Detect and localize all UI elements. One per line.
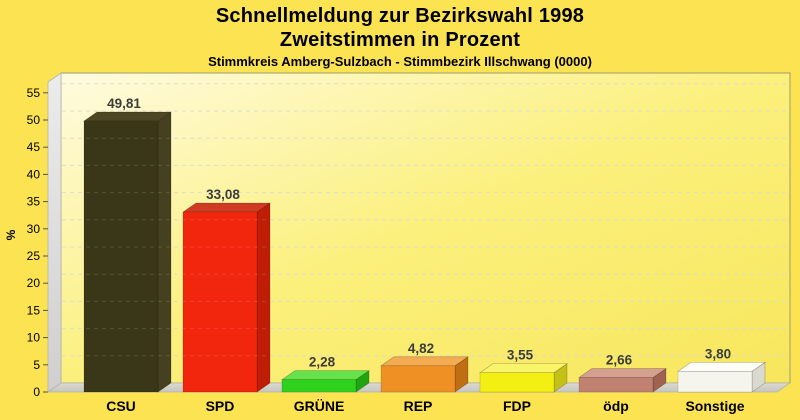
y-tick-label: 35 [27,195,41,209]
y-tick-label: 25 [27,249,41,263]
bar-value-label: 2,66 [606,353,633,368]
category-label: GRÜNE [294,398,345,414]
y-tick-label: 20 [27,276,41,290]
y-tick-label: 10 [27,331,41,345]
y-tick-label: 40 [27,167,41,181]
bar-ödp: 2,66 ödp [577,353,668,414]
bar-value-label: 3,55 [507,348,534,363]
bar-side-face [256,202,271,393]
bar-front-face [578,377,654,393]
category-label: FDP [503,398,531,414]
bar-value-label: 4,82 [408,341,434,356]
bar-value-label: 3,80 [705,346,731,361]
y-tick-label: 30 [27,222,41,236]
bar-value-label: 2,28 [309,355,336,370]
bar-top-face [181,202,272,213]
bar-rep: 4,82 REP [379,341,470,414]
chart-header: Schnellmeldung zur Bezirkswahl 1998 Zwei… [0,4,800,70]
bar-top-face [280,370,371,380]
chart-title-line2: Zweitstimmen in Prozent [279,29,521,51]
chart-title-line1: Schnellmeldung zur Bezirkswahl 1998 [215,5,585,27]
y-tick-label: 15 [27,303,41,317]
bar-top-face [676,361,767,372]
plot-back-wall [60,72,791,384]
bar-front-face [479,372,555,393]
y-tick-label: 50 [27,113,41,127]
bar-top-face [379,356,470,367]
chart-subtitle: Stimmkreis Amberg-Sulzbach - Stimmbezirk… [208,54,592,69]
category-label: CSU [106,398,136,414]
plot-left-wall [47,72,62,393]
category-label: ödp [603,398,629,414]
bar-value-label: 49,81 [107,96,141,111]
bar-front-face [182,211,258,393]
y-tick-label: 55 [27,86,41,100]
bar-top-face [82,111,173,122]
bar-front-face [281,379,357,393]
category-label: Sonstige [685,398,744,414]
bar-front-face [83,120,159,393]
bar-top-face [577,368,668,378]
category-label: SPD [206,398,235,414]
bar-top-face [478,363,569,374]
y-tick-label: 45 [27,140,41,154]
bar-grüne: 2,28 GRÜNE [280,355,371,414]
y-tick-label: 5 [33,358,40,372]
category-label: REP [404,398,433,414]
y-tick-label: 0 [33,385,40,399]
bar-spd: 33,08 SPD [181,187,272,414]
bar-csu: 49,81 CSU [82,96,173,414]
gridline-overlay [62,83,789,357]
bar-sonstige: 3,80 Sonstige [676,346,767,414]
y-axis: 0 5 10 15 20 25 30 35 40 45 50 55% [4,86,48,399]
bar-side-face [157,111,172,393]
bar-fdp: 3,55 FDP [478,348,569,414]
bar-value-label: 33,08 [206,187,240,202]
y-axis-unit-label: % [4,229,18,240]
bar-front-face [380,365,456,393]
bar-front-face [677,370,753,393]
